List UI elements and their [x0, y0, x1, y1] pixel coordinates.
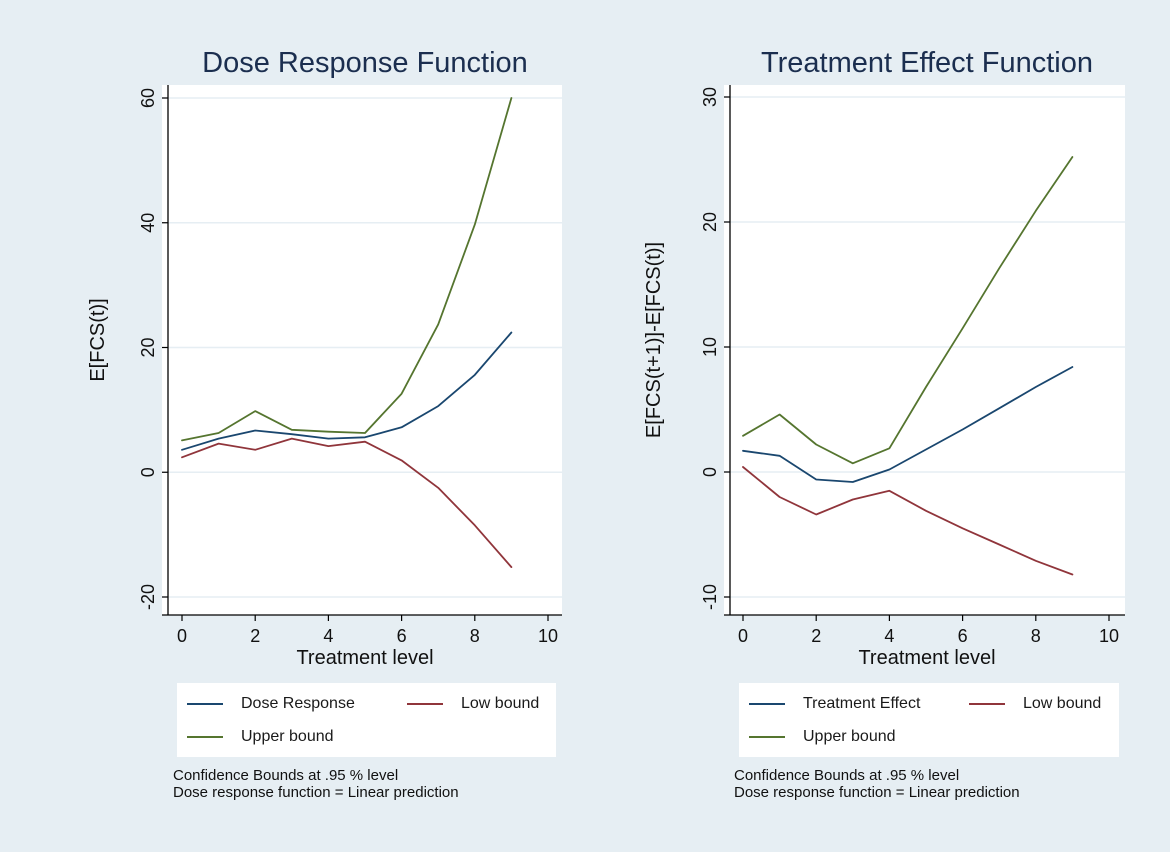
series-line-lower: [742, 466, 1074, 576]
y-tick-label: 40: [138, 213, 158, 233]
y-tick-label: 0: [138, 467, 158, 477]
y-tick-label: 10: [700, 337, 720, 357]
legend-swatch: [187, 703, 223, 705]
legend-label: Treatment Effect: [803, 695, 921, 712]
x-tick-label: 6: [397, 626, 407, 646]
chart-note: Dose response function = Linear predicti…: [173, 784, 459, 801]
legend-item-lower: Low bound: [969, 692, 1129, 716]
legend: Dose Response Low bound Upper bound: [176, 682, 557, 758]
legend-item-lower: Low bound: [407, 692, 567, 716]
legend-swatch: [187, 736, 223, 738]
legend-item-estimate: Treatment Effect: [749, 692, 920, 716]
y-axis-label: E[FCS(t)]: [87, 298, 109, 381]
y-tick-label: -20: [138, 584, 158, 610]
y-tick-label: 30: [700, 87, 720, 107]
series-line-estimate: [181, 331, 513, 451]
series-line-upper: [742, 156, 1074, 465]
y-tick-label: 60: [138, 88, 158, 108]
x-tick-label: 4: [884, 626, 894, 646]
x-tick-label: 10: [1099, 626, 1119, 646]
y-tick-label: 20: [138, 337, 158, 357]
y-axis-label: E[FCS(t+1)]-E[FCS(t)]: [643, 242, 665, 438]
legend-swatch: [407, 703, 443, 705]
x-tick-label: 8: [1031, 626, 1041, 646]
legend-label: Upper bound: [241, 728, 334, 745]
chart-panel-2: -10 0 10 20 30 0 2 4 6 8 10 Treatment Effect Functi…: [643, 47, 1125, 669]
x-tick-label: 8: [470, 626, 480, 646]
y-tick-label: -10: [700, 584, 720, 610]
x-tick-label: 2: [250, 626, 260, 646]
chart-note: Confidence Bounds at .95 % level: [734, 767, 960, 784]
legend-label: Low bound: [461, 695, 540, 712]
series-line-lower: [181, 437, 513, 568]
series-line-upper: [181, 97, 513, 442]
x-tick-label: 2: [811, 626, 821, 646]
x-tick-label: 10: [538, 626, 558, 646]
legend-swatch: [749, 703, 785, 705]
chart-panel-1: -20 0 20 40 60 0 2 4 6 8 10 Dose Response Function T…: [87, 47, 562, 669]
y-tick-label: 20: [700, 212, 720, 232]
legend-item-upper: Upper bound: [187, 725, 347, 749]
legend-label: Dose Response: [241, 695, 355, 712]
chart-note: Dose response function = Linear predicti…: [734, 784, 1020, 801]
legend-swatch: [969, 703, 1005, 705]
x-tick-label: 4: [323, 626, 333, 646]
plot-area: [162, 85, 562, 615]
x-tick-label: 6: [958, 626, 968, 646]
legend-label: Upper bound: [803, 728, 896, 745]
x-axis-label: Treatment level: [296, 647, 433, 669]
chart-title: Dose Response Function: [202, 47, 528, 79]
chart-title: Treatment Effect Function: [761, 47, 1093, 79]
x-tick-label: 0: [738, 626, 748, 646]
y-tick-label: 0: [700, 467, 720, 477]
series-line-estimate: [742, 366, 1074, 483]
legend-item-upper: Upper bound: [749, 725, 909, 749]
x-tick-label: 0: [177, 626, 187, 646]
legend-swatch: [749, 736, 785, 738]
legend-item-estimate: Dose Response: [187, 692, 355, 716]
x-axis-label: Treatment level: [858, 647, 995, 669]
legend: Treatment Effect Low bound Upper bound: [738, 682, 1120, 758]
legend-label: Low bound: [1023, 695, 1102, 712]
chart-note: Confidence Bounds at .95 % level: [173, 767, 399, 784]
plot-area: [724, 85, 1125, 615]
